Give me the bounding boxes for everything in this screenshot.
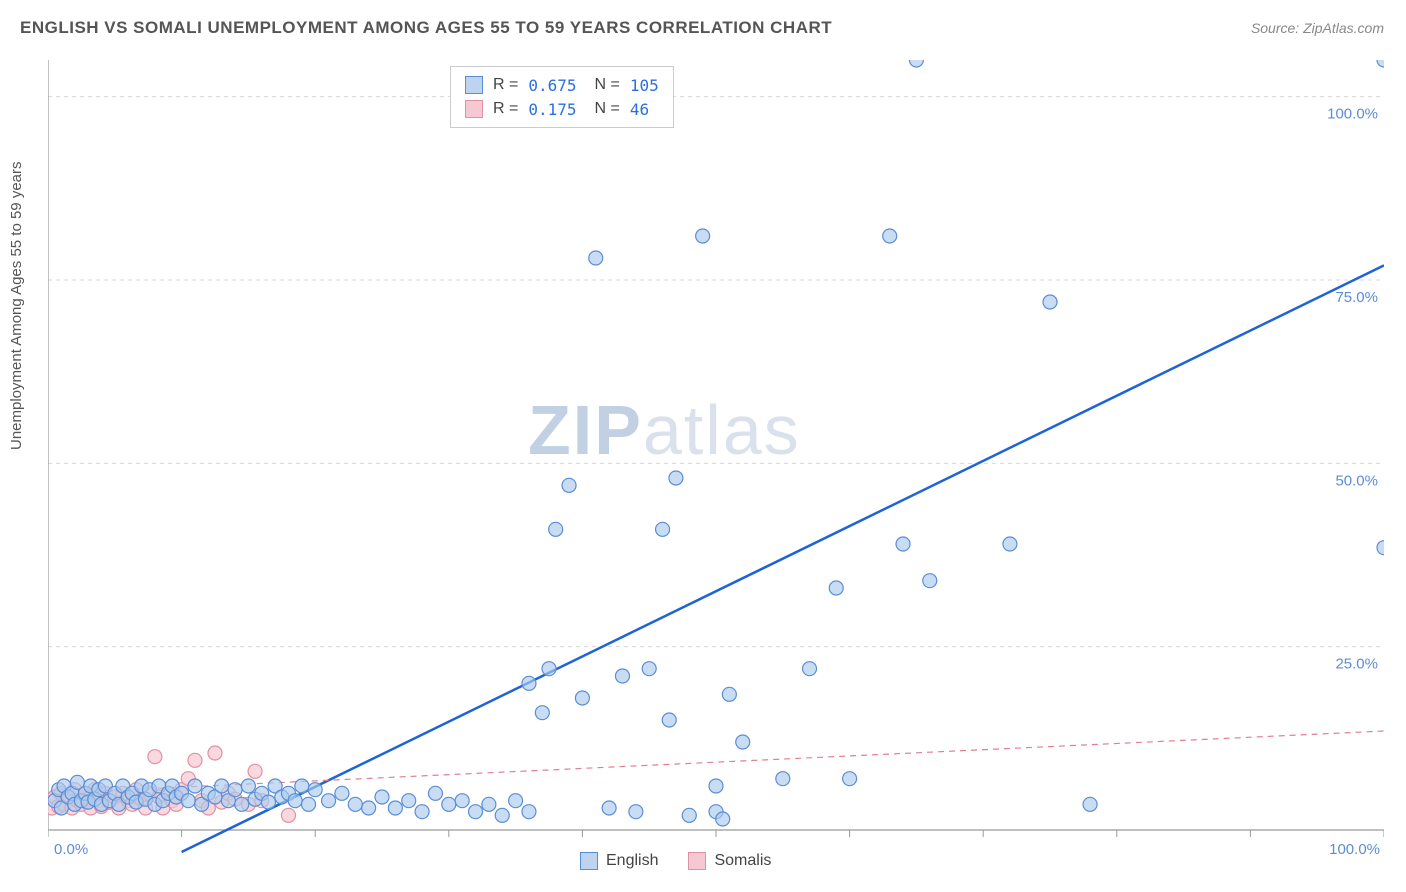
data-point-english [348,797,362,811]
data-point-english [402,794,416,808]
data-point-english [642,662,656,676]
data-point-somalis [208,746,222,760]
data-point-english [709,779,723,793]
legend-r-label: R = [493,100,518,118]
data-point-english [469,805,483,819]
data-point-english [656,522,670,536]
data-point-english [295,779,309,793]
legend-r-value: 0.175 [528,100,576,119]
data-point-english [883,229,897,243]
data-point-english [335,786,349,800]
plot-area: ZIPatlas 25.0%50.0%75.0%100.0%0.0%100.0% [48,60,1384,830]
legend-n-label: N = [595,76,620,94]
data-point-english [181,794,195,808]
data-point-english [415,805,429,819]
data-point-english [562,478,576,492]
data-point-english [923,574,937,588]
data-point-english [1043,295,1057,309]
chart-svg: 25.0% 50.0% 75.0% 100.0% 0.0% 100.0% [48,60,1384,870]
data-point-english [662,713,676,727]
data-point-english [615,669,629,683]
data-point-english [522,805,536,819]
data-point-english [495,808,509,822]
data-point-english [288,794,302,808]
trend-line-english [182,265,1384,852]
data-point-english [736,735,750,749]
chart-title: ENGLISH VS SOMALI UNEMPLOYMENT AMONG AGE… [20,18,832,38]
legend-r-value: 0.675 [528,76,576,95]
legend-n-label: N = [595,100,620,118]
data-point-english [455,794,469,808]
data-point-english [843,772,857,786]
data-point-english [696,229,710,243]
y-axis-label: Unemployment Among Ages 55 to 59 years [8,161,25,450]
legend-swatch [465,76,483,94]
data-point-english [261,795,275,809]
data-point-english [228,783,242,797]
data-point-english [896,537,910,551]
data-point-english [509,794,523,808]
data-point-english [428,786,442,800]
data-point-english [322,794,336,808]
series-legend: English Somalis [580,852,771,870]
data-point-somalis [148,750,162,764]
data-point-english [909,60,923,67]
y-tick-label: 25.0% [1335,656,1378,673]
legend-swatch [465,100,483,118]
x-tick-label: 100.0% [1329,841,1380,858]
data-point-english [716,812,730,826]
data-point-english [482,797,496,811]
legend-label: Somalis [714,852,771,870]
correlation-legend: R = 0.675 N = 105 R = 0.175 N = 46 [450,66,674,128]
legend-item: English [580,852,658,870]
legend-n-value: 105 [630,76,659,95]
data-point-english [375,790,389,804]
legend-item: Somalis [688,852,771,870]
x-tick-label: 0.0% [54,841,88,858]
source-attribution: Source: ZipAtlas.com [1251,20,1384,36]
y-tick-label: 50.0% [1335,472,1378,489]
data-point-english [602,801,616,815]
y-tick-label: 100.0% [1327,106,1378,123]
data-point-english [829,581,843,595]
data-point-english [575,691,589,705]
data-point-english [1083,797,1097,811]
data-point-english [522,676,536,690]
data-point-somalis [248,764,262,778]
chart-container: ENGLISH VS SOMALI UNEMPLOYMENT AMONG AGE… [0,0,1406,892]
data-point-english [188,779,202,793]
data-point-english [302,797,316,811]
data-point-english [235,797,249,811]
y-tick-label: 75.0% [1335,289,1378,306]
data-point-english [722,687,736,701]
data-point-english [669,471,683,485]
data-point-english [308,783,322,797]
data-point-english [542,662,556,676]
data-point-english [241,779,255,793]
data-point-english [682,808,696,822]
legend-n-value: 46 [630,100,649,119]
data-point-english [1377,60,1384,67]
legend-row: R = 0.175 N = 46 [465,97,659,121]
data-point-somalis [281,808,295,822]
legend-swatch [688,852,706,870]
data-point-english [215,779,229,793]
legend-label: English [606,852,658,870]
data-point-english [1377,541,1384,555]
data-point-english [362,801,376,815]
legend-r-label: R = [493,76,518,94]
data-point-english [535,706,549,720]
data-point-english [442,797,456,811]
legend-row: R = 0.675 N = 105 [465,73,659,97]
data-point-english [388,801,402,815]
legend-swatch [580,852,598,870]
data-point-english [629,805,643,819]
data-point-english [589,251,603,265]
data-point-english [803,662,817,676]
data-point-english [549,522,563,536]
data-point-english [776,772,790,786]
data-point-somalis [188,753,202,767]
data-point-english [1003,537,1017,551]
